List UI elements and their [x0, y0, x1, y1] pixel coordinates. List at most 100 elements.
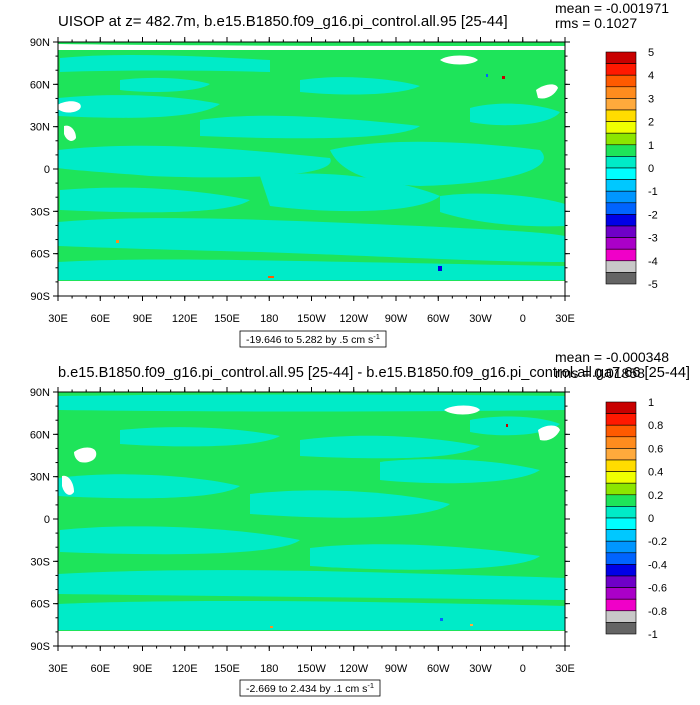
colorbar-label: -4 [648, 256, 658, 268]
colorbar-swatch [605, 179, 637, 192]
lon-label: 90W [385, 313, 408, 325]
colorbar-swatch [605, 459, 637, 472]
range-label-bottom: -2.669 to 2.434 by .1 cm s-1 [246, 681, 374, 695]
colorbar-swatch [605, 121, 637, 134]
colorbar-swatch [605, 156, 637, 169]
panel-top-title: UISOP at z= 482.7m, b.e15.B1850.f09_g16.… [58, 13, 508, 30]
lon-label: 150E [214, 663, 240, 675]
colorbar-swatch [605, 132, 637, 146]
colorbar-label: -1 [648, 629, 658, 641]
colorbar-label: 3 [648, 93, 654, 105]
lat-label: 30S [30, 556, 50, 568]
colorbar-label: -1 [648, 186, 658, 198]
colorbar-swatch [605, 86, 637, 99]
map-top-extreme-spots [116, 74, 505, 278]
colorbar-swatch [605, 552, 637, 565]
lon-label: 120W [339, 313, 368, 325]
lat-label: 90N [30, 37, 50, 49]
colorbar-top-labels: 5 4 3 2 1 0 -1 -2 -3 -4 -5 [648, 47, 658, 291]
colorbar-swatch [605, 144, 637, 157]
lat-label: 30N [30, 122, 50, 134]
map-bottom-lon-labels: 30E 60E 90E 120E 150E 180 150W 120W 90W 60W 30W 0 30… [48, 663, 575, 675]
colorbar-swatch [605, 598, 637, 612]
map-bottom-extreme-spots [270, 424, 508, 628]
map-top-lon-labels: 30E 60E 90E 120E 150E 180 150W 120W 90W 60W 30W 0 30… [48, 313, 575, 325]
lon-label: 120E [172, 313, 198, 325]
panel-bottom-mean: mean = -0.000348 [555, 349, 669, 365]
panel-bottom-title: b.e15.B1850.f09_g16.pi_control.all.95 [2… [58, 364, 690, 381]
lon-label: 90E [133, 313, 153, 325]
lon-label: 60W [427, 663, 450, 675]
lat-label: 60S [30, 599, 50, 611]
lat-label: 30N [30, 472, 50, 484]
lon-label: 60E [90, 313, 110, 325]
colorbar-label: 0.8 [648, 420, 663, 432]
colorbar-swatch [605, 248, 637, 262]
panel-top-mean: mean = -0.001971 [555, 0, 669, 16]
colorbar-label: 1 [648, 397, 654, 409]
map-bottom [58, 392, 565, 646]
colorbar-label: 0 [648, 513, 654, 525]
colorbar-label: -3 [648, 233, 658, 245]
lat-label: 0 [44, 514, 50, 526]
lat-label: 60N [30, 79, 50, 91]
lat-label: 90S [30, 291, 50, 303]
map-top-ticks [53, 37, 570, 301]
colorbar-swatch [605, 529, 637, 542]
colorbar-bottom-labels: 1 0.8 0.6 0.4 0.2 0 -0.2 -0.4 -0.6 -0.8 -1 [648, 397, 667, 641]
lon-label: 30E [555, 313, 575, 325]
panel-top-rms: rms = 0.1027 [555, 15, 637, 31]
colorbar-swatch [605, 424, 637, 438]
colorbar-swatch [605, 610, 637, 623]
colorbar-top [605, 51, 637, 285]
colorbar-label: 4 [648, 70, 654, 82]
colorbar-label: -0.4 [648, 559, 667, 571]
colorbar-bottom [605, 401, 637, 635]
lat-label: 90S [30, 641, 50, 653]
lon-label: 60W [427, 313, 450, 325]
colorbar-swatch [605, 401, 637, 414]
colorbar-swatch [605, 260, 637, 273]
colorbar-swatch [605, 506, 637, 519]
colorbar-swatch [605, 202, 637, 215]
map-bottom-anomaly-regions [58, 394, 565, 630]
lat-label: 60S [30, 249, 50, 261]
colorbar-swatch [605, 540, 637, 554]
range-label-bottom-box [239, 679, 381, 697]
lon-label: 120W [339, 663, 368, 675]
range-label-top: -19.646 to 5.282 by .5 cm s-1 [246, 332, 380, 346]
colorbar-label: 0.4 [648, 467, 663, 479]
colorbar-swatch [605, 494, 637, 507]
colorbar-swatch [605, 167, 637, 180]
range-label-top-box [239, 330, 387, 348]
colorbar-label: 0.6 [648, 443, 663, 455]
map-bottom-lat-labels: 90N 60N 30N 0 30S 60S 90S [30, 387, 50, 653]
colorbar-swatch [605, 51, 637, 64]
colorbar-label: -0.2 [648, 536, 667, 548]
colorbar-label: 5 [648, 47, 654, 59]
map-top [58, 42, 565, 296]
panel-top: UISOP at z= 482.7m, b.e15.B1850.f09_g16.… [30, 0, 669, 348]
lon-label: 60E [90, 663, 110, 675]
colorbar-swatch [605, 575, 637, 588]
map-top-lat-labels: 90N 60N 30N 0 30S 60S 90S [30, 37, 50, 303]
colorbar-swatch [605, 471, 637, 484]
map-bottom-ticks [53, 387, 570, 651]
lon-label: 90W [385, 663, 408, 675]
lat-label: 60N [30, 429, 50, 441]
lat-label: 30S [30, 206, 50, 218]
lat-label: 0 [44, 164, 50, 176]
colorbar-label: 0 [648, 163, 654, 175]
colorbar-label: -2 [648, 209, 658, 221]
colorbar-swatch [605, 190, 637, 204]
colorbar-swatch [605, 413, 637, 426]
lon-label: 30W [469, 313, 492, 325]
colorbar-swatch [605, 564, 637, 577]
colorbar-swatch [605, 214, 637, 227]
colorbar-label: -5 [648, 279, 658, 291]
map-top-land [58, 44, 565, 296]
colorbar-swatch [605, 98, 637, 111]
lon-label: 0 [520, 663, 526, 675]
lon-label: 150W [297, 663, 326, 675]
